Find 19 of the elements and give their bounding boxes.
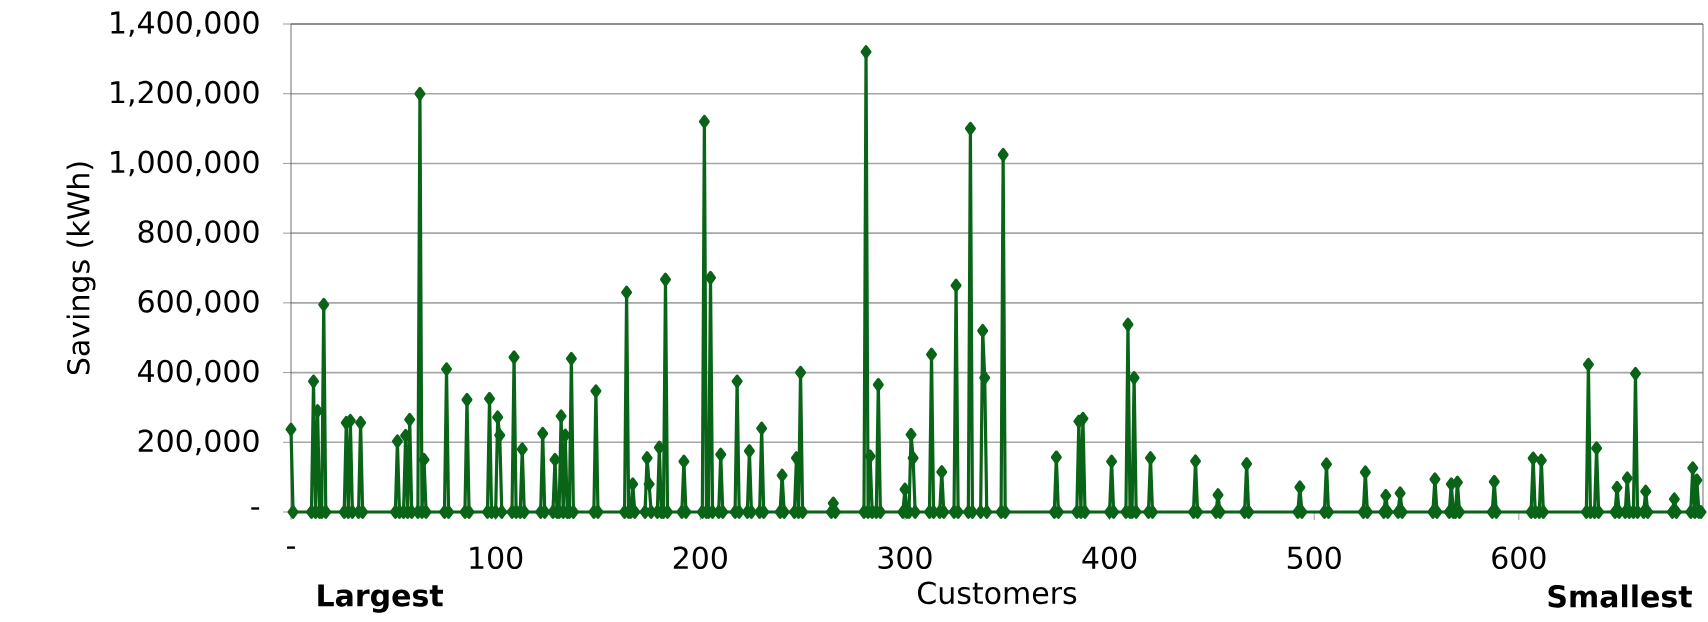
- x-tick-label: 600: [1492, 546, 1546, 570]
- x-tick-label: 100: [470, 546, 523, 570]
- text: Smallest: [1548, 584, 1692, 608]
- y-tick-label: -: [251, 507, 260, 510]
- y-tick-label: 1,200,000: [111, 80, 259, 107]
- y-tick-label: 400,000: [138, 359, 259, 386]
- y-tick-label: 800,000: [138, 220, 259, 247]
- y-tick-label: 200,000: [138, 429, 259, 456]
- x-axis-title: Customers: [918, 581, 1077, 605]
- x-tick-label: 200: [673, 546, 727, 570]
- y-tick-label: 600,000: [138, 289, 259, 316]
- x-tick-label: -: [287, 546, 295, 549]
- text: Largest: [318, 584, 443, 613]
- x-tick-label: 400: [1082, 546, 1137, 570]
- x-tick-label: 500: [1287, 546, 1341, 570]
- x-tick-label: 300: [878, 546, 932, 570]
- y-tick-label: 1,000,000: [111, 150, 259, 177]
- y-tick-label: 1,400,000: [111, 11, 259, 37]
- y-axis-title: Savings (kWh): [66, 162, 96, 375]
